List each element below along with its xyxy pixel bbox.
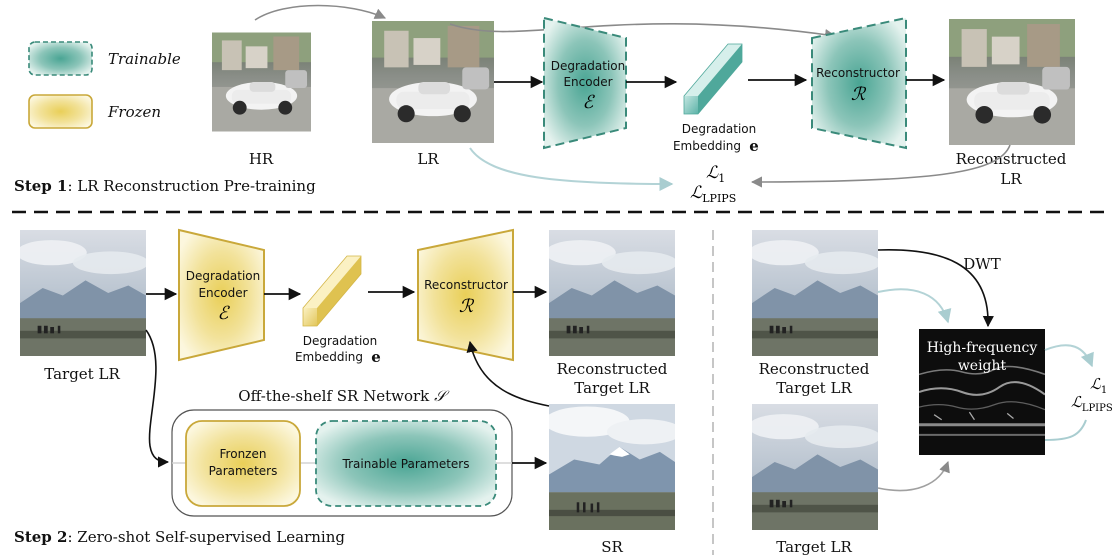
step2-reconstructor-symbol: ℛ xyxy=(459,296,475,317)
step1-reconstructor: Reconstructor ℛ xyxy=(811,16,907,150)
sr-network-box: Fronzen Parameters Trainable Parameters xyxy=(171,409,513,517)
step2-reconstructor: Reconstructor ℛ xyxy=(417,228,514,362)
arrow-recon-to-loss xyxy=(750,144,1011,188)
arrow-hr-to-lr xyxy=(254,4,387,21)
legend-frozen-swatch xyxy=(28,94,93,129)
step1-reconstructor-symbol: ℛ xyxy=(851,84,867,105)
step2-encoder-symbol: ℰ xyxy=(218,303,231,324)
step1-loss-l1: ℒ xyxy=(706,163,719,183)
step1-embedding-symbol: e xyxy=(749,137,759,155)
right-recon-line2: Target LR xyxy=(776,379,852,397)
step1-recon-line1: Reconstructed xyxy=(956,150,1067,168)
lr-label: LR xyxy=(417,150,439,168)
step2-target-lr-label: Target LR xyxy=(44,365,120,383)
arrow-lr-to-reconstructor xyxy=(449,23,837,41)
legend-trainable-swatch xyxy=(28,41,93,76)
arrow-target-to-sr-network xyxy=(145,329,170,468)
right-loss: ℒ1 ℒLPIPS xyxy=(1071,375,1113,414)
step1-loss-lpips: ℒ xyxy=(690,183,703,203)
step2-embedding-cube xyxy=(302,255,362,327)
arrow-dwt xyxy=(877,249,994,328)
svg-text:ℒ1: ℒ1 xyxy=(1090,375,1107,396)
arrow-target-to-hf xyxy=(877,460,950,492)
arrow-hf-to-loss-top xyxy=(1044,344,1094,368)
step1-recon-line2: LR xyxy=(1000,170,1022,188)
hf-line1: High-frequency xyxy=(927,340,1038,356)
step1-loss: ℒ1 ℒLPIPS xyxy=(690,163,736,205)
step2-target-lr-image xyxy=(20,230,146,356)
svg-text:ℒLPIPS: ℒLPIPS xyxy=(690,183,736,205)
step2-degradation-encoder: Degradation Encoder ℰ xyxy=(178,228,265,362)
arrow-lr-to-loss xyxy=(469,147,674,191)
right-target-lr-image xyxy=(752,404,878,530)
sr-image xyxy=(549,404,675,530)
hf-line2: weight xyxy=(958,358,1007,374)
frozen-params-line2: Parameters xyxy=(209,464,278,478)
right-loss-lpips: ℒ xyxy=(1071,393,1083,411)
step1-encoder-line2: Encoder xyxy=(563,75,612,89)
svg-text:ℒLPIPS: ℒLPIPS xyxy=(1071,393,1113,414)
step2-embedding-symbol: e xyxy=(371,348,381,366)
loss-panel: Reconstructed Target LR Target LR DWT Hi… xyxy=(752,230,1113,555)
step2-panel: Target LR Degradation Encoder ℰ Degradat… xyxy=(14,228,675,555)
arrow-hf-to-loss-bottom xyxy=(1044,419,1087,441)
right-loss-lpips-sub: LPIPS xyxy=(1082,403,1113,414)
step2-reconstructor-label: Reconstructor xyxy=(424,278,508,292)
trainable-parameters-block xyxy=(315,420,497,507)
legend: Trainable Frozen xyxy=(28,41,181,129)
step1-embedding-cube xyxy=(683,43,743,115)
step1-encoder-symbol: ℰ xyxy=(583,92,596,113)
step1-embedding-line1: Degradation xyxy=(682,122,756,136)
step1-title: Step 1: LR Reconstruction Pre-training xyxy=(14,177,316,195)
step2-embedding-line2: Embedding xyxy=(295,350,363,364)
right-reconstructed-image xyxy=(752,230,878,356)
step2-encoder-line1: Degradation xyxy=(186,269,260,283)
legend-frozen-label: Frozen xyxy=(107,103,161,121)
step1-reconstructor-label: Reconstructor xyxy=(816,66,900,80)
step1-embedding-line2: Embedding xyxy=(673,139,741,153)
right-loss-l1: ℒ xyxy=(1090,375,1102,393)
sr-label: SR xyxy=(601,538,623,555)
sr-network-label: Off-the-shelf SR Network 𝒮 xyxy=(238,387,450,405)
arrow-sr-to-reconstructor xyxy=(466,340,550,407)
lr-image xyxy=(372,21,494,143)
arrow-recon-to-hf xyxy=(877,288,952,324)
svg-text:ℒ1: ℒ1 xyxy=(706,163,725,185)
step1-panel: HR LR Degradation Encoder ℰ Degradation … xyxy=(14,4,1075,205)
frozen-parameters-block xyxy=(185,420,301,507)
step1-degradation-encoder: Degradation Encoder ℰ xyxy=(543,16,627,150)
right-recon-line1: Reconstructed xyxy=(759,360,870,378)
step1-loss-lpips-sub: LPIPS xyxy=(702,192,736,205)
hr-label: HR xyxy=(249,150,274,168)
right-loss-l1-sub: 1 xyxy=(1101,385,1107,396)
dwt-label: DWT xyxy=(963,255,1000,273)
hr-image xyxy=(212,32,311,132)
step2-reconstructed-image xyxy=(549,230,675,356)
step2-embedding-line1: Degradation xyxy=(303,334,377,348)
step2-recon-line1: Reconstructed xyxy=(557,360,668,378)
frozen-params-line1: Fronzen xyxy=(220,447,267,461)
step1-encoder-line1: Degradation xyxy=(551,59,625,73)
step2-recon-line2: Target LR xyxy=(574,379,650,397)
trainable-params-label: Trainable Parameters xyxy=(342,457,470,471)
right-target-lr-label: Target LR xyxy=(776,538,852,555)
step1-loss-l1-sub: 1 xyxy=(718,172,725,185)
step2-encoder-line2: Encoder xyxy=(198,286,247,300)
step2-title: Step 2: Zero-shot Self-supervised Learni… xyxy=(14,528,345,546)
reconstructed-lr-image xyxy=(949,19,1075,145)
legend-trainable-label: Trainable xyxy=(108,50,181,68)
